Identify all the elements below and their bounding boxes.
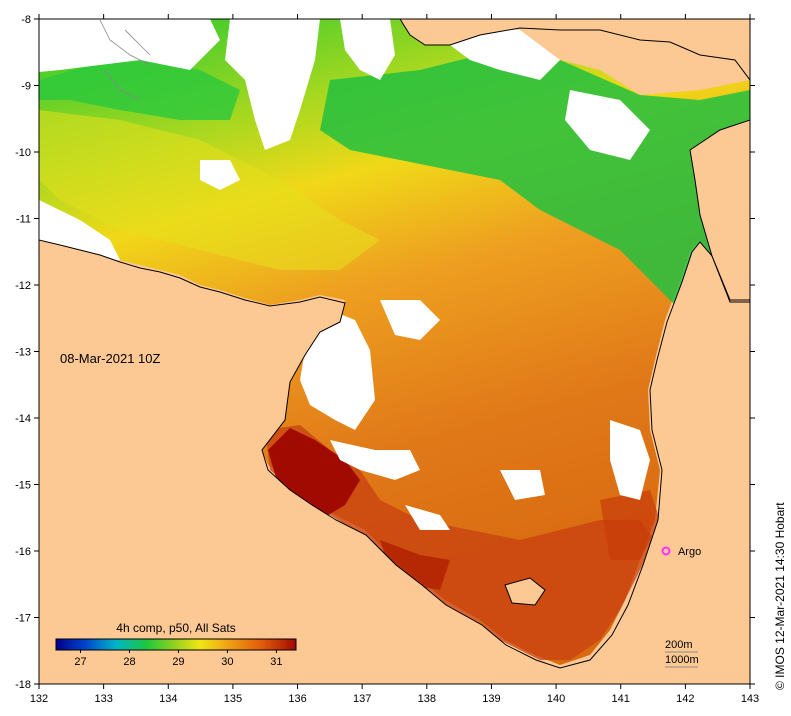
- sst-cool-northwest: [39, 60, 240, 120]
- cape-york: [689, 119, 750, 301]
- contour-200m-label: 200m: [665, 639, 693, 651]
- sst-very-hot-south-gulf: [380, 540, 450, 590]
- x-tick-label: 141: [612, 693, 630, 705]
- y-tick-label: -8: [21, 14, 31, 26]
- argo-marker: Argo: [661, 546, 701, 558]
- reef-outlines: [99, 19, 151, 101]
- date-label: 08-Mar-2021 10Z: [60, 351, 160, 366]
- new-guinea: [399, 19, 750, 81]
- credit-text: © IMOS 12-Mar-2021 14:30 Hobart: [773, 502, 787, 690]
- argo-label: Argo: [678, 546, 701, 558]
- y-tick-label: -13: [15, 347, 31, 359]
- x-tick-label: 137: [353, 693, 371, 705]
- x-tick-label: 143: [741, 693, 759, 705]
- sst-hot-region: [265, 425, 655, 660]
- sst-yellow-west: [39, 110, 380, 270]
- y-tick-label: -14: [15, 413, 31, 425]
- colorbar: 4h comp, p50, All Sats 27 28 29 30 31: [55, 621, 297, 668]
- y-tick-label: -9: [21, 81, 31, 93]
- colorbar-tick-label: 29: [172, 656, 184, 668]
- colorbar-tick-label: 28: [123, 656, 135, 668]
- x-tick-label: 132: [30, 693, 48, 705]
- colorbar-tick-label: 31: [270, 656, 282, 668]
- y-tick-label: -10: [15, 147, 31, 159]
- x-tick-label: 139: [482, 693, 500, 705]
- x-tick-label: 138: [418, 693, 436, 705]
- y-tick-label: -17: [15, 613, 31, 625]
- y-axis: -8 -9 -10 -11 -12 -13 -14 -15 -16 -17 -18: [15, 14, 755, 691]
- sst-cool-northeast: [320, 55, 750, 310]
- no-data-cloud: [39, 19, 650, 530]
- arnhem-land: [39, 239, 750, 684]
- x-tick-label: 134: [159, 693, 177, 705]
- x-tick-label: 135: [224, 693, 242, 705]
- x-tick-label: 133: [94, 693, 112, 705]
- map-plot-area: 08-Mar-2021 10Z Argo 200m 1000m 4h comp,…: [39, 19, 750, 684]
- colorbar-tick-label: 30: [221, 656, 233, 668]
- y-tick-label: -12: [15, 280, 31, 292]
- colorbar-ramp: [55, 638, 297, 651]
- y-tick-label: -16: [15, 546, 31, 558]
- y-tick-label: -11: [16, 214, 31, 226]
- colorbar-ticks: 27 28 29 30 31: [74, 650, 283, 668]
- colorbar-tick-label: 27: [74, 656, 86, 668]
- colorbar-title: 4h comp, p50, All Sats: [116, 621, 235, 635]
- argo-float-icon: [661, 546, 671, 556]
- sst-warm-east-gulf: [600, 490, 660, 560]
- y-tick-label: -18: [15, 679, 31, 691]
- sst-very-hot-west-gulf: [268, 428, 360, 520]
- x-axis: 132 133 134 135 136 137 138 139 140 141 142 143: [30, 14, 759, 705]
- island-wellesley: [504, 577, 546, 606]
- contour-1000m-label: 1000m: [665, 654, 699, 666]
- y-tick-label: -15: [15, 480, 31, 492]
- landmasses: [39, 19, 750, 684]
- x-tick-label: 140: [547, 693, 565, 705]
- contour-legend: 200m 1000m: [665, 639, 699, 668]
- x-tick-label: 142: [676, 693, 694, 705]
- x-tick-label: 136: [288, 693, 306, 705]
